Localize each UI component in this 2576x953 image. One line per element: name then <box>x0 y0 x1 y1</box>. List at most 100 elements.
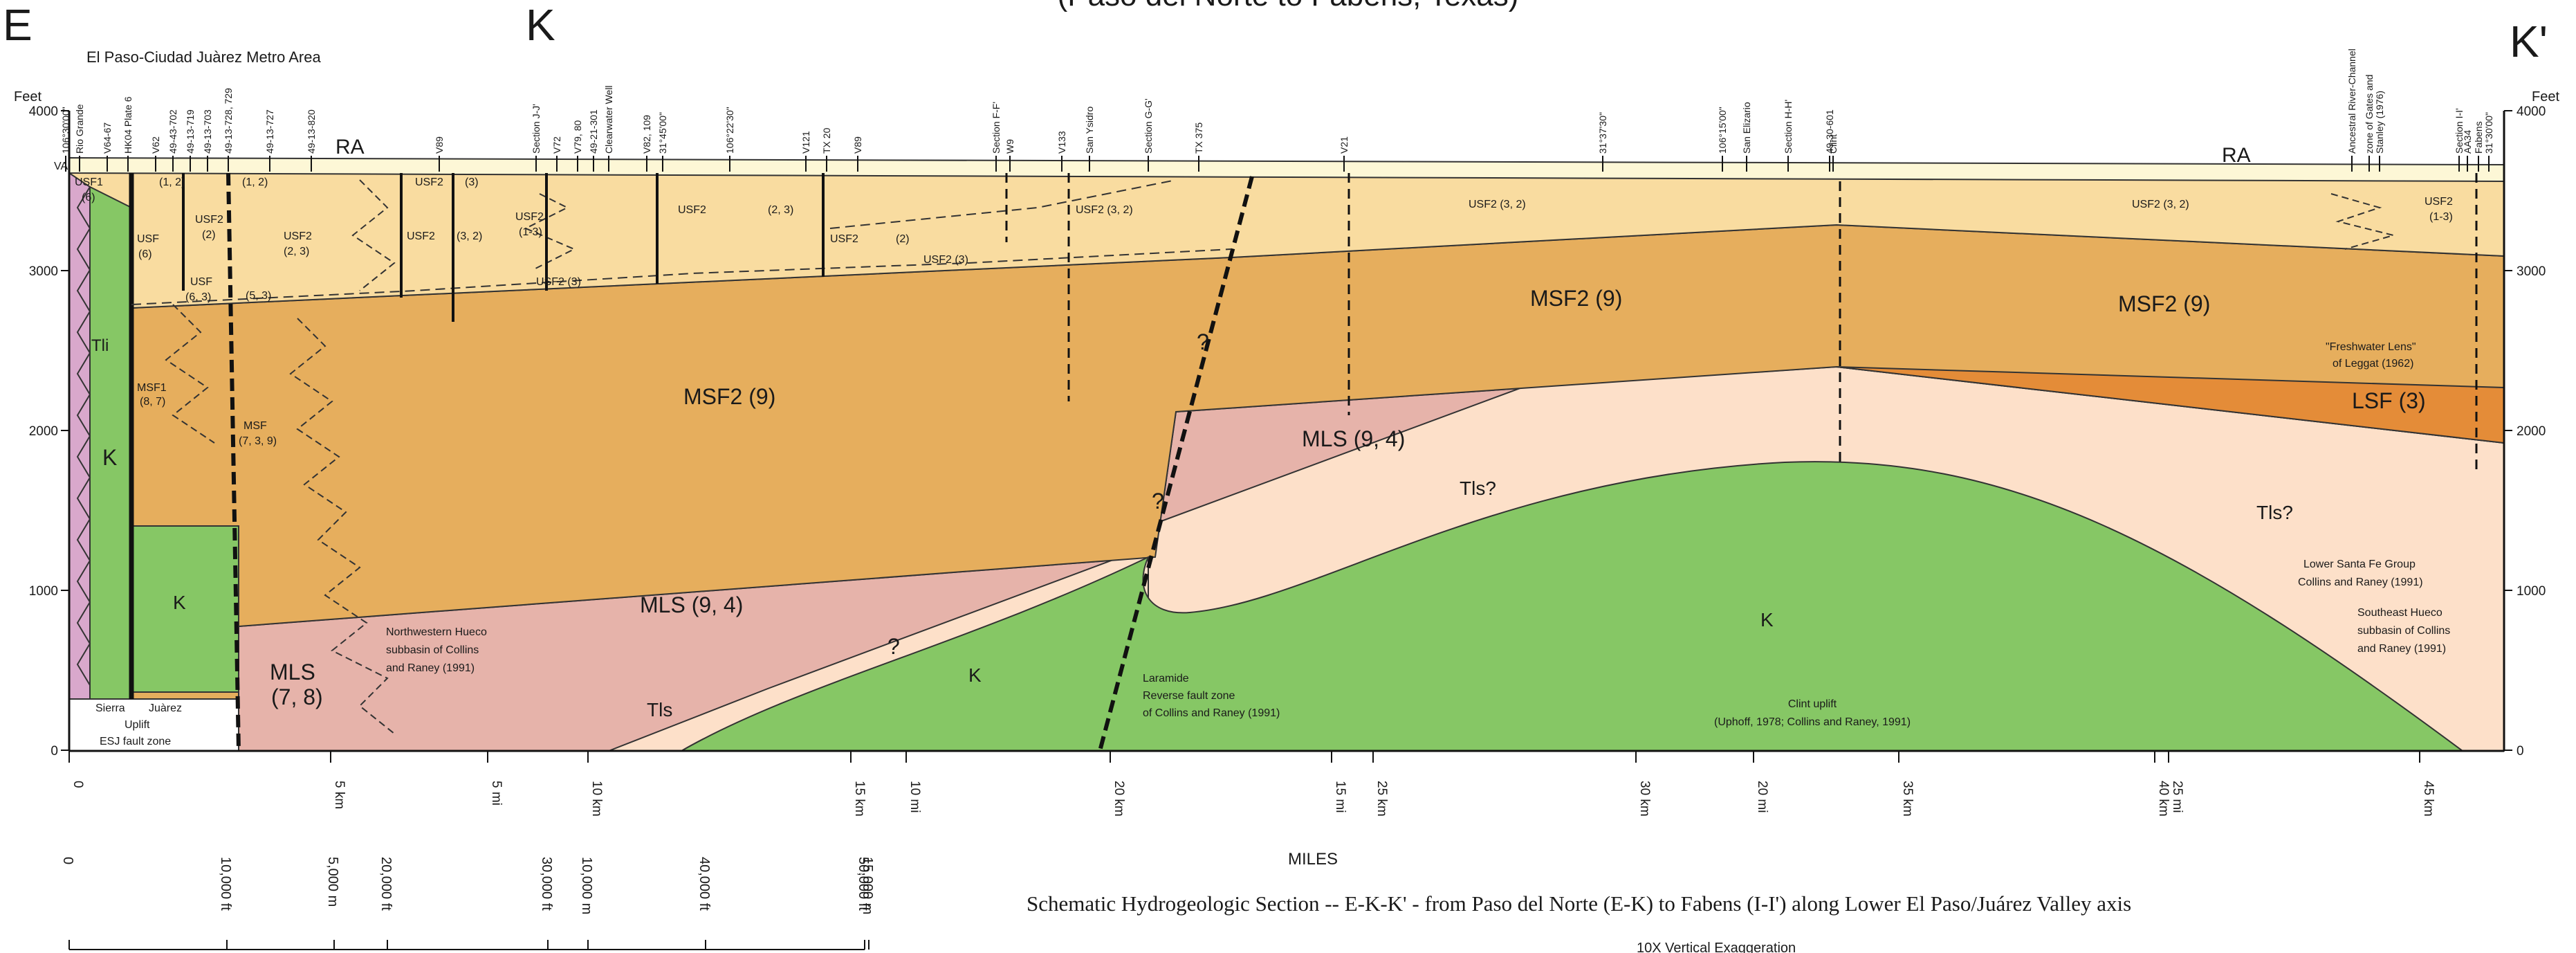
distance-ticks: 0 5 km 5 mi 10 km 15 km 10 mi 20 km 15 mi 25 km 3… <box>68 751 2436 817</box>
lower-sf-line-2: Collins and Raney (1991) <box>2298 577 2423 588</box>
y-tick-label-right: 0 <box>2517 744 2524 759</box>
y-tick-label-left: 0 <box>50 744 58 759</box>
well-label: Stanley (1976) <box>2374 91 2385 154</box>
well-dashes <box>1005 173 2478 471</box>
fresh-line-2: of Leggat (1962) <box>2333 358 2413 370</box>
well-label: 106°22'30" <box>724 107 735 154</box>
mls-label-c: MLS <box>270 660 315 684</box>
well-label: V89 <box>434 136 445 154</box>
y-tick-label-left: 4000 <box>29 105 58 119</box>
juarez-label: Juàrez <box>149 702 182 714</box>
well-label: 49-13-703 <box>202 109 213 154</box>
well-label: Section I-I' <box>2454 108 2465 154</box>
well-label: 31°30'00" <box>2483 112 2494 154</box>
well-label: V82, 109 <box>641 115 652 154</box>
feet-label-left: Feet <box>14 89 42 105</box>
question-mark-1: ? <box>1197 329 1209 354</box>
usf-label-2: USF <box>190 276 212 288</box>
well-label: 49-43-702 <box>167 109 178 154</box>
lsf-label: LSF (3) <box>2352 388 2426 413</box>
well-label: V121 <box>800 131 811 154</box>
usf2-3b-label: USF2 (3) <box>536 276 581 288</box>
y-tick-label-right: 4000 <box>2517 105 2546 119</box>
usf2-32c-label: USF2 (3, 2) <box>1469 199 1526 210</box>
vertical-exaggeration: 10X Vertical Exaggeration <box>1637 941 1796 953</box>
scale-tick-label: 0 <box>60 857 75 864</box>
interfinger-3 <box>351 179 396 291</box>
scale-tick-label: 15,000 m <box>860 857 875 914</box>
mls-label-b: MLS (9, 4) <box>640 592 743 617</box>
well-label: V89 <box>852 136 863 154</box>
distance-tick-label: 40 km <box>2156 781 2171 817</box>
msf2-label-c: MSF2 (9) <box>2118 291 2210 316</box>
clint-uplift-k <box>679 461 2465 752</box>
usf2-13-label: (1-3) <box>519 226 542 238</box>
well-label: 31°37'30" <box>1597 112 1608 154</box>
well-label: Fabens <box>2473 121 2484 154</box>
uplift-label: Uplift <box>125 719 150 731</box>
k-label-4: K <box>1760 609 1774 630</box>
area-title: El Paso-Ciudad Juàrez Metro Area <box>86 48 321 66</box>
k-label-2: K <box>173 592 186 613</box>
ra-label-2: RA <box>2222 144 2251 167</box>
usf2-32b-label: USF2 (3, 2) <box>1076 204 1133 216</box>
usf2-3-label: (3) <box>465 176 479 188</box>
usf2-2-label: (2) <box>202 229 216 241</box>
se-hueco-line-2: subbasin of Collins <box>2357 625 2450 637</box>
usf2-23-label: (2, 3) <box>284 246 309 257</box>
question-mark-2: ? <box>1152 489 1164 514</box>
section-letter-e: E <box>3 0 33 50</box>
tls-label-2: Tls? <box>2256 502 2293 523</box>
well-label: Section H-H' <box>1783 100 1794 154</box>
well-label: V133 <box>1056 131 1067 154</box>
y-tick-label-right: 1000 <box>2517 584 2546 599</box>
well-label: Clint <box>1828 134 1839 154</box>
y-tick-label-left: 1000 <box>29 584 58 599</box>
well-label: 49-13-719 <box>185 109 196 154</box>
nw-hueco-line-1: Northwestern Hueco <box>386 626 487 638</box>
distance-tick-label: 15 km <box>852 781 867 817</box>
usf2-label-6: USF2 <box>678 204 706 216</box>
distance-tick-label: 5 mi <box>489 781 504 806</box>
usf2-3c-label: USF2 (3) <box>923 254 968 266</box>
usf1-label: USF1 <box>75 176 103 188</box>
usf2-label-4: USF2 <box>407 230 435 242</box>
section-letter-k: K <box>526 0 555 50</box>
y-tick-label-right: 3000 <box>2517 264 2546 279</box>
usf-contact-2 <box>829 179 1177 229</box>
msf2-label-a: MSF2 (9) <box>683 384 775 409</box>
well-label: V72 <box>551 136 562 154</box>
scale-tick-label: 20,000 ft <box>378 857 394 911</box>
scale-tick-label: 50,000 ft <box>856 857 871 911</box>
msf1-label: MSF1 <box>137 382 167 394</box>
distance-tick-label: 35 km <box>1900 781 1915 817</box>
section-caption: Schematic Hydrogeologic Section -- E-K-K… <box>1027 891 2131 916</box>
distance-tick-label: 25 km <box>1374 781 1389 817</box>
well-label: 49-13-820 <box>306 109 317 154</box>
bar-scale: 0 10,000 ft 5,000 m 20,000 ft 30,000 ft 10,00… <box>60 857 875 950</box>
well-label: 49-13-728, 729 <box>223 88 234 154</box>
usf-label: USF <box>137 233 159 245</box>
nw-hueco-line-3: and Raney (1991) <box>386 662 475 674</box>
tls-label-1: Tls? <box>1460 478 1496 499</box>
y-tick-label-left: 2000 <box>29 424 58 439</box>
miles-label: MILES <box>1288 850 1338 869</box>
well-label: Section F-F' <box>991 102 1002 154</box>
distance-tick-label: 0 <box>71 781 85 788</box>
va-label: VA <box>54 161 68 172</box>
well-label: 106°15'00" <box>1717 107 1728 154</box>
well-label: TX 20 <box>821 127 832 154</box>
usf2-23b-label: (2, 3) <box>768 204 793 216</box>
well-label: W9 <box>1004 139 1015 154</box>
scale-tick-label: 30,000 ft <box>539 857 554 911</box>
well-label: Clearwater Well <box>603 85 614 154</box>
ra-label-1: RA <box>335 136 365 158</box>
well-label: AA34 <box>2462 130 2473 154</box>
fresh-line-1: "Freshwater Lens" <box>2326 341 2416 353</box>
scale-tick-label: 5,000 m <box>325 857 340 907</box>
laramide-line-2: Reverse fault zone <box>1143 690 1235 702</box>
msf-west-fault <box>226 172 241 752</box>
well-label: Ancestral River-Channel <box>2346 48 2357 154</box>
distance-tick-label: 20 mi <box>1755 781 1769 813</box>
well-label: 49-30-601 <box>1824 109 1835 154</box>
